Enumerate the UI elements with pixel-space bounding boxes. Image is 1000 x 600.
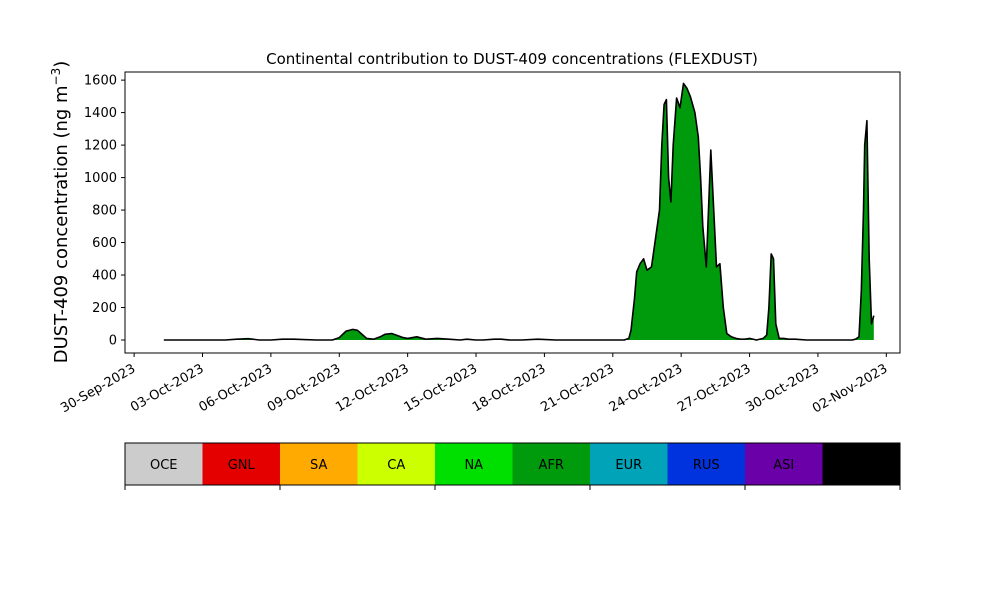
plot-frame — [124, 71, 901, 354]
colorbar-label-ca: CA — [387, 458, 405, 473]
colorbar-label-sa: SA — [310, 458, 327, 473]
x-tick-label: 30-Sep-2023 — [58, 361, 138, 416]
colorbar-swatch-sa — [280, 443, 358, 485]
x-tick-label: 02-Nov-2023 — [810, 361, 890, 416]
chart-title: Continental contribution to DUST-409 con… — [266, 50, 758, 68]
y-tick-label: 600 — [92, 236, 117, 251]
y-tick-label: 800 — [92, 204, 117, 219]
x-tick-label: 18-Oct-2023 — [470, 361, 548, 415]
y-axis-label-main: DUST-409 concentration (ng m — [51, 85, 72, 363]
colorbar: OCE GNL SA CA NA AFR EUR RUS ASI AUS — [124, 442, 901, 490]
y-tick-label: 400 — [92, 269, 117, 284]
y-axis: 0 200 400 600 800 1000 1200 1400 1600 — [84, 74, 125, 349]
y-axis-label: DUST-409 concentration (ng m−3) — [49, 61, 72, 364]
colorbar-swatch-na — [435, 443, 513, 485]
colorbar-label-na: NA — [464, 458, 483, 473]
colorbar-swatch-ca — [357, 443, 436, 485]
plot-area — [163, 82, 875, 341]
y-tick-label: 1200 — [84, 139, 117, 154]
y-tick-label: 1400 — [84, 106, 117, 121]
y-tick-label: 1600 — [84, 74, 117, 89]
colorbar-swatch-gnl — [202, 443, 281, 485]
colorbar-label-oce: OCE — [150, 458, 178, 473]
colorbar-label-gnl: GNL — [228, 458, 256, 473]
y-axis-label-exponent: −3 — [49, 68, 63, 86]
area-series-afr — [163, 83, 874, 341]
x-tick-label: 27-Oct-2023 — [675, 361, 753, 415]
y-axis-label-close: ) — [51, 61, 72, 68]
colorbar-swatch-aus — [822, 443, 901, 485]
y-tick-label: 1000 — [84, 171, 117, 186]
x-axis: 30-Sep-202303-Oct-202306-Oct-202309-Oct-… — [58, 353, 890, 416]
x-tick-label: 24-Oct-2023 — [607, 361, 685, 415]
colorbar-label-afr: AFR — [539, 458, 564, 473]
y-tick-label: 200 — [92, 301, 117, 316]
colorbar-label-eur: EUR — [615, 458, 642, 473]
colorbar-frame — [124, 442, 901, 486]
colorbar-swatch-rus — [667, 443, 746, 485]
x-tick-label: 06-Oct-2023 — [196, 361, 274, 415]
x-tick-label: 03-Oct-2023 — [128, 361, 206, 415]
x-tick-label: 12-Oct-2023 — [333, 361, 411, 415]
colorbar-label-asi: ASI — [773, 458, 794, 473]
colorbar-swatch-asi — [745, 443, 823, 485]
colorbar-swatch-eur — [590, 443, 668, 485]
colorbar-swatch-oce — [125, 443, 203, 485]
colorbar-label-aus: AUS — [848, 458, 875, 473]
y-tick-label: 0 — [109, 334, 117, 349]
outline-series-aus — [163, 82, 875, 341]
x-tick-label: 21-Oct-2023 — [538, 361, 616, 415]
x-tick-label: 09-Oct-2023 — [265, 361, 343, 415]
colorbar-label-rus: RUS — [693, 458, 720, 473]
x-tick-label: 30-Oct-2023 — [744, 361, 822, 415]
colorbar-swatch-afr — [512, 443, 591, 485]
x-tick-label: 15-Oct-2023 — [402, 361, 480, 415]
